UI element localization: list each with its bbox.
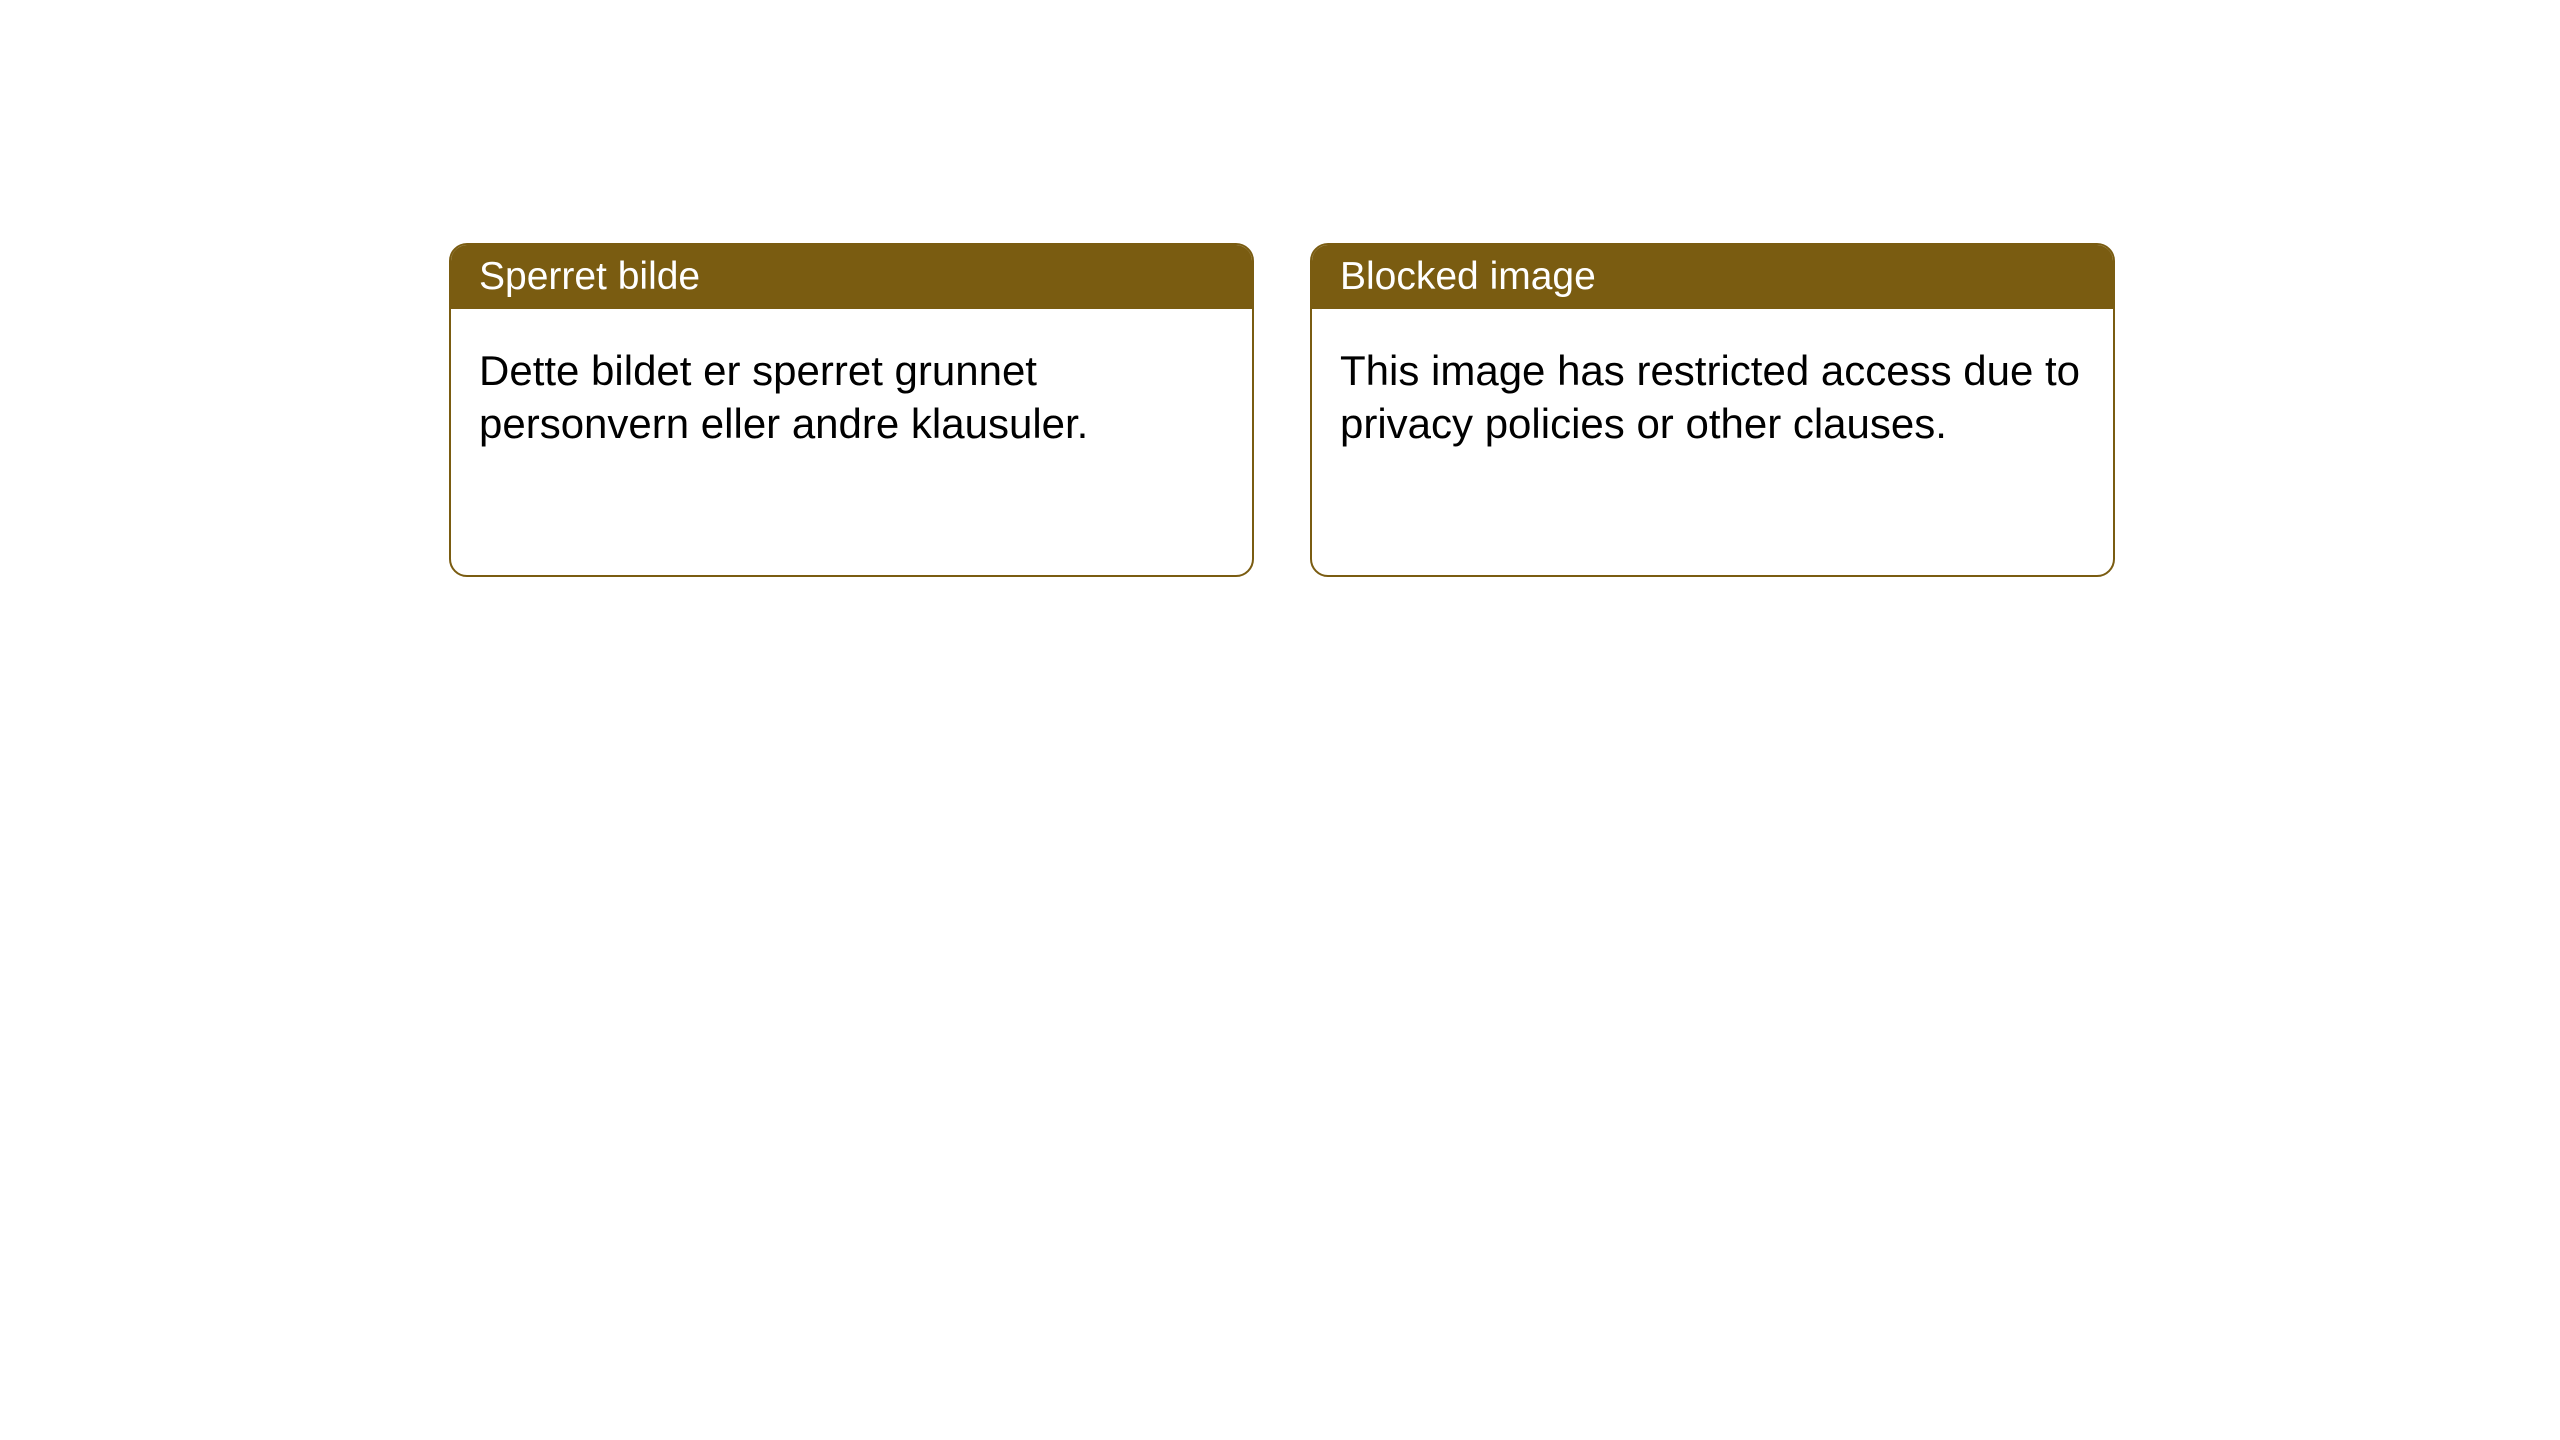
notice-card-container: Sperret bilde Dette bildet er sperret gr…	[0, 0, 2560, 577]
notice-card-norwegian: Sperret bilde Dette bildet er sperret gr…	[449, 243, 1254, 577]
card-body-text: Dette bildet er sperret grunnet personve…	[479, 347, 1088, 447]
card-header-text: Sperret bilde	[479, 255, 700, 298]
card-body: This image has restricted access due to …	[1312, 309, 2113, 486]
card-body: Dette bildet er sperret grunnet personve…	[451, 309, 1252, 486]
card-header-text: Blocked image	[1340, 255, 1596, 298]
notice-card-english: Blocked image This image has restricted …	[1310, 243, 2115, 577]
card-body-text: This image has restricted access due to …	[1340, 347, 2080, 447]
card-header: Sperret bilde	[451, 245, 1252, 309]
card-header: Blocked image	[1312, 245, 2113, 309]
